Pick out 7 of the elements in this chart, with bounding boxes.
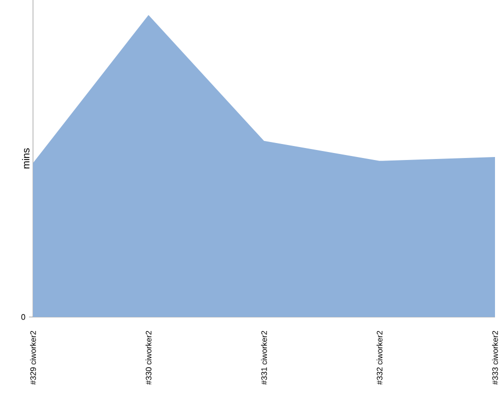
x-tick-label: #331 ciworker2: [261, 330, 267, 385]
x-tick-label: #330 ciworker2: [146, 330, 152, 385]
text: 0: [21, 314, 26, 320]
y-axis-title: mins: [22, 148, 30, 168]
x-tick-label: #332 ciworker2: [376, 330, 382, 385]
x-tick-label: #329 ciworker2: [30, 330, 36, 385]
x-tick-label: #333 ciworker2: [492, 330, 498, 385]
